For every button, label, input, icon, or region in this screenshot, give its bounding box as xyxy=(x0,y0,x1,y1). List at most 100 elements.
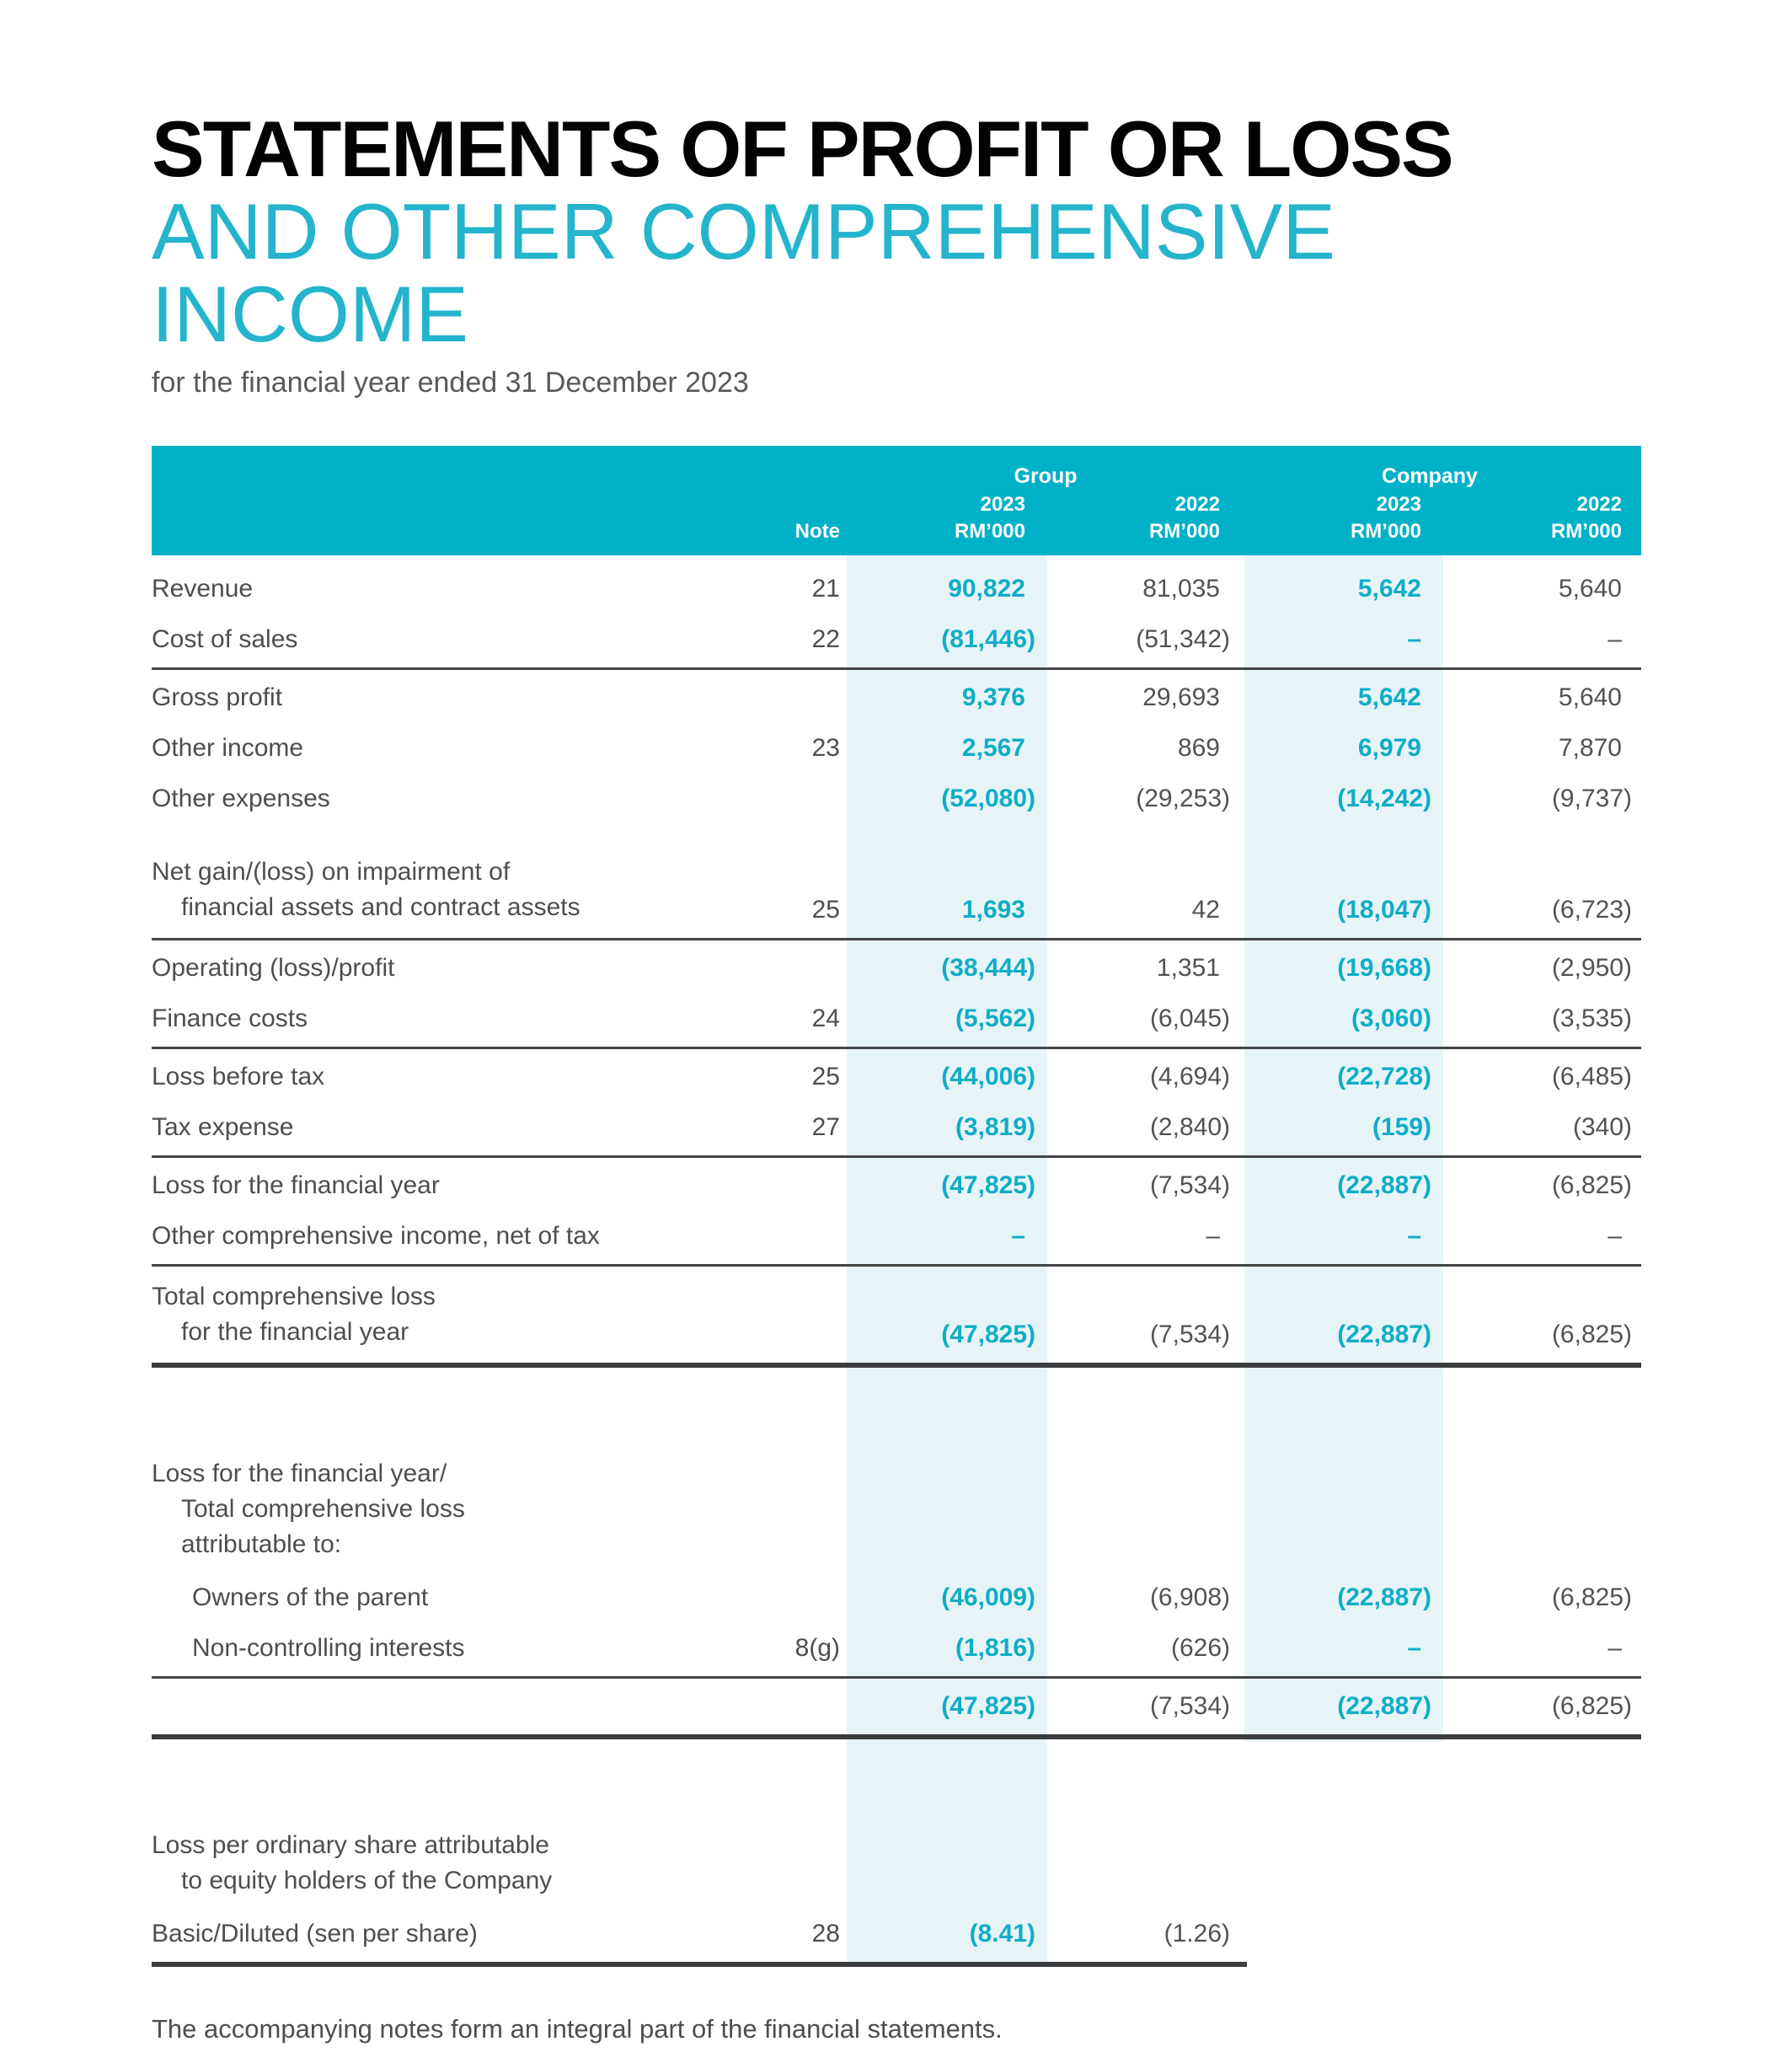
row-label-line: Finance costs xyxy=(152,1005,308,1032)
value-cell: (47,825) xyxy=(941,1321,1035,1348)
value-cell: 5,642 xyxy=(1357,683,1421,711)
row-label: Gross profit xyxy=(152,683,741,713)
value-cell: (81,446) xyxy=(941,625,1035,653)
year-label: 2023 xyxy=(1376,493,1421,516)
value-cell: (22,728) xyxy=(1337,1063,1431,1090)
row-label: Other comprehensive income, net of tax xyxy=(152,1221,741,1251)
value-cell: – xyxy=(1607,625,1622,653)
value-cell xyxy=(1244,1948,1443,1949)
value-cell: (22,887) xyxy=(1337,1321,1431,1348)
note-reference xyxy=(741,1349,847,1350)
table-row: Gross profit 9,376 29,693 5,642 5,640 xyxy=(152,672,1641,723)
value-cell: (19,668) xyxy=(1337,954,1431,982)
table-row: Non-controlling interests 8(g) (1,816) (626… xyxy=(152,1623,1641,1674)
note-reference xyxy=(741,1721,847,1722)
value-cell: (2,950) xyxy=(1551,954,1632,982)
value-cell: 7,870 xyxy=(1558,734,1622,762)
table-row: Loss for the financial year (47,825) (7,53… xyxy=(152,1160,1641,1211)
value-cell: – xyxy=(1607,1222,1622,1250)
group-column-header: Group xyxy=(1014,464,1078,488)
row-label: Loss before tax xyxy=(152,1062,741,1092)
spacer xyxy=(152,1742,1641,1818)
value-cell: (6,825) xyxy=(1551,1692,1632,1720)
table-row: Owners of the parent (46,009) (6,908) (22,8… xyxy=(152,1572,1641,1623)
table-row: Other comprehensive income, net of tax – –… xyxy=(152,1211,1641,1262)
row-label xyxy=(152,1721,741,1722)
row-label: Loss for the financial year xyxy=(152,1171,741,1201)
row-label: Basic/Diluted (sen per share) xyxy=(152,1919,741,1949)
company-2023-column-header: 2023 RM’000 xyxy=(1351,491,1421,545)
note-column-header: Note xyxy=(794,520,840,543)
row-label: Net gain/(loss) on impairment of financia… xyxy=(152,855,741,925)
table-row: Total comprehensive loss for the financia… xyxy=(152,1269,1641,1360)
note-reference xyxy=(741,1898,847,1899)
value-cell: – xyxy=(1011,1222,1025,1250)
separator-thin xyxy=(152,667,1641,670)
value-cell: 5,640 xyxy=(1558,683,1622,711)
group-2023-column-header: 2023 RM’000 xyxy=(955,491,1025,545)
row-label: Other income xyxy=(152,733,741,763)
separator-thin xyxy=(152,938,1641,940)
row-label-line: Non-controlling interests xyxy=(192,1634,465,1662)
separator-thin xyxy=(152,1155,1641,1158)
unit-label: RM’000 xyxy=(1350,520,1421,543)
row-label-line: attributable to: xyxy=(181,1530,342,1558)
value-cell: 869 xyxy=(1177,734,1220,762)
value-cell: 1,693 xyxy=(961,896,1025,924)
value-cell: (6,485) xyxy=(1551,1063,1632,1090)
row-label-line: to equity holders of the Company xyxy=(181,1867,553,1894)
spacer xyxy=(152,1370,1641,1446)
value-cell: (9,737) xyxy=(1551,785,1632,812)
value-cell: (1.26) xyxy=(1163,1920,1230,1948)
value-cell: (6,045) xyxy=(1149,1005,1230,1032)
row-label-line: Loss for the financial year/ xyxy=(152,1460,447,1487)
value-cell: (22,887) xyxy=(1337,1171,1431,1199)
table-row: Net gain/(loss) on impairment of financia… xyxy=(152,844,1641,935)
row-label-line: Operating (loss)/profit xyxy=(152,954,395,982)
row-label-line: Owners of the parent xyxy=(192,1583,429,1611)
value-cell: (3,535) xyxy=(1551,1005,1632,1032)
note-reference: 8(g) xyxy=(794,1634,840,1662)
row-label-line: Loss per ordinary share attributable xyxy=(152,1831,549,1859)
table-row: Tax expense 27 (3,819) (2,840) (159) (340) xyxy=(152,1102,1641,1153)
row-label-line: Other expenses xyxy=(152,785,330,812)
value-cell: 29,693 xyxy=(1142,683,1220,711)
note-reference: 25 xyxy=(811,896,840,924)
value-cell: 6,979 xyxy=(1357,734,1421,762)
note-reference: 23 xyxy=(811,734,840,762)
note-reference: 27 xyxy=(811,1113,840,1141)
row-label-line: Loss for the financial year xyxy=(152,1171,440,1199)
company-2022-column-header: 2022 RM’000 xyxy=(1551,491,1622,545)
value-cell: (44,006) xyxy=(941,1063,1035,1090)
value-cell: (29,253) xyxy=(1136,785,1230,812)
year-label: 2022 xyxy=(1174,493,1220,516)
row-label: Revenue xyxy=(152,574,741,604)
row-label: Non-controlling interests xyxy=(152,1633,741,1664)
value-cell: (159) xyxy=(1372,1113,1431,1141)
note-reference: 24 xyxy=(811,1005,840,1032)
value-cell: (51,342) xyxy=(1136,625,1230,653)
value-cell xyxy=(1443,1948,1641,1949)
value-cell: (47,825) xyxy=(941,1692,1035,1720)
row-label: Cost of sales xyxy=(152,624,741,655)
value-cell: – xyxy=(1206,1222,1220,1250)
unit-label: RM’000 xyxy=(1550,520,1622,543)
group-2022-column-header: 2022 RM’000 xyxy=(1149,491,1220,545)
table-row: Other income 23 2,567 869 6,979 7,870 xyxy=(152,723,1641,774)
value-cell: (6,908) xyxy=(1149,1583,1230,1611)
note-reference xyxy=(741,1200,847,1201)
page-subtitle: for the financial year ended 31 December… xyxy=(152,367,749,399)
value-cell: 1,351 xyxy=(1156,954,1220,982)
statement-table: Group Company Note 2023 RM’000 2022 RM’0… xyxy=(152,446,1641,1967)
row-label-line: Other income xyxy=(152,734,304,762)
value-cell: 5,640 xyxy=(1558,575,1622,603)
note-reference: 21 xyxy=(811,575,840,603)
value-cell: 5,642 xyxy=(1357,575,1421,603)
row-label-line: financial assets and contract assets xyxy=(181,893,580,921)
value-cell: (47,825) xyxy=(941,1171,1035,1199)
value-cell: (6,825) xyxy=(1551,1171,1632,1199)
row-label-line: Loss before tax xyxy=(152,1063,325,1090)
value-cell: (38,444) xyxy=(941,954,1035,982)
row-label-line: Cost of sales xyxy=(152,625,298,653)
footnote: The accompanying notes form an integral … xyxy=(152,2014,1003,2044)
